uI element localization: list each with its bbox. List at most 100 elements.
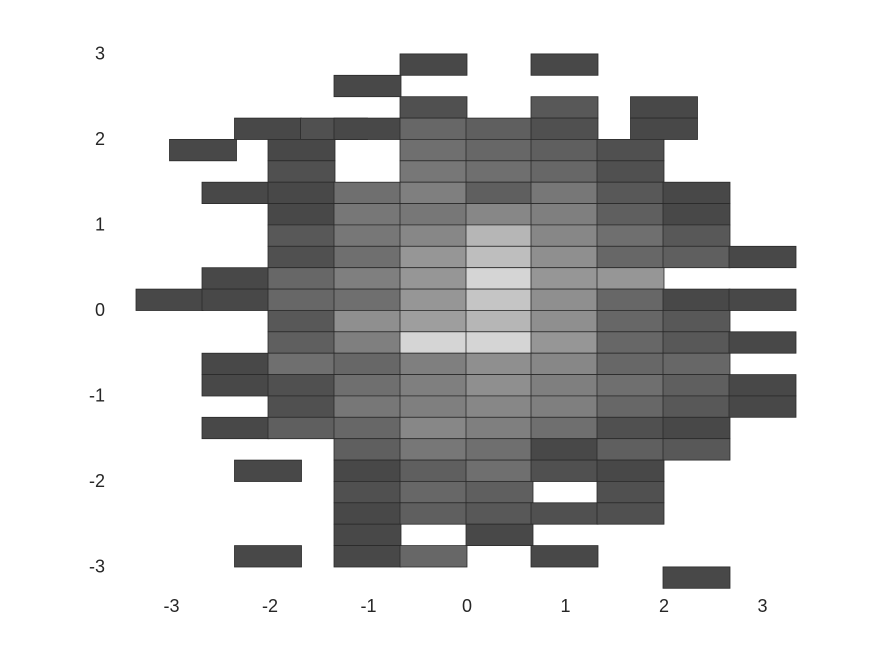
heatmap-cell	[399, 96, 468, 119]
heatmap-cell	[267, 203, 336, 226]
x-tick-label: 2	[659, 596, 669, 616]
heatmap-cell	[267, 395, 336, 418]
heatmap-cell	[399, 117, 468, 140]
x-tick-label: 3	[757, 596, 767, 616]
heatmap-cell	[267, 160, 336, 183]
heatmap-cell	[465, 138, 534, 162]
heatmap-cell	[530, 288, 599, 311]
y-tick-label: 1	[95, 215, 105, 235]
heatmap-cell	[596, 288, 665, 311]
heatmap-cell	[333, 203, 402, 226]
y-tick-label: 3	[95, 44, 105, 64]
heatmap-cell	[465, 245, 534, 269]
heatmap-cell	[465, 395, 534, 418]
heatmap-cell	[399, 245, 468, 269]
heatmap-cell	[662, 352, 731, 376]
heatmap-cell	[662, 374, 731, 397]
heatmap-cell	[662, 203, 731, 226]
heatmap-cell	[728, 374, 797, 397]
heatmap-cell	[465, 288, 534, 311]
heatmap-cell	[530, 309, 599, 333]
heatmap-cell	[399, 395, 468, 418]
heatmap-cell	[267, 416, 336, 440]
heatmap-cell	[333, 224, 402, 247]
x-tick-label: 1	[560, 596, 570, 616]
x-tick-label: -2	[262, 596, 278, 616]
heatmap-cell	[465, 224, 534, 247]
heatmap-cells	[135, 53, 797, 589]
heatmap-cell	[399, 459, 468, 482]
heatmap-cell	[530, 502, 599, 525]
heatmap-cell	[465, 523, 534, 547]
heatmap-cell	[399, 352, 468, 376]
heatmap-cell	[399, 203, 468, 226]
heatmap-cell	[662, 566, 731, 589]
heatmap-cell	[530, 395, 599, 418]
heatmap-cell	[530, 203, 599, 226]
heatmap-cell	[662, 288, 731, 311]
heatmap-cell	[596, 267, 665, 290]
heatmap-cell	[530, 416, 599, 440]
heatmap-cell	[267, 224, 336, 247]
heatmap-cell	[596, 480, 665, 504]
heatmap-cell	[530, 267, 599, 290]
heatmap-cell	[333, 309, 402, 333]
heatmap-cell	[267, 309, 336, 333]
heatmap-cell	[662, 245, 731, 269]
heatmap-cell	[728, 288, 797, 311]
heatmap-cell	[596, 309, 665, 333]
heatmap-cell	[596, 245, 665, 269]
heatmap-cell	[596, 374, 665, 397]
heatmap-cell	[530, 181, 599, 204]
heatmap-cell	[662, 181, 731, 204]
heatmap-cell	[596, 352, 665, 376]
heatmap-cell	[333, 459, 402, 482]
heatmap-cell	[662, 395, 731, 418]
heatmap-cell	[135, 288, 204, 311]
y-tick-label: 0	[95, 300, 105, 320]
heatmap-cell	[267, 288, 336, 311]
heatmap-cell	[399, 138, 468, 162]
heatmap-cell	[465, 117, 534, 140]
heatmap-cell	[596, 395, 665, 418]
heatmap-cell	[530, 245, 599, 269]
heatmap-cell	[728, 245, 797, 269]
heatmap-cell	[234, 545, 302, 568]
heatmap-cell	[662, 438, 731, 461]
heatmap-cell	[465, 160, 534, 183]
heatmap-cell	[234, 117, 302, 140]
heatmap-cell	[662, 309, 731, 333]
x-tick-labels: -3 -2 -1 0 1 2 3	[163, 596, 767, 616]
heatmap-cell	[201, 267, 270, 290]
heatmap-cell	[267, 181, 336, 204]
heatmap-cell	[169, 138, 237, 162]
y-tick-labels: 3 2 1 0 -1 -2 -3	[89, 44, 105, 577]
heatmap-cell	[399, 267, 468, 290]
heatmap-cell	[267, 331, 336, 354]
heatmap-cell	[201, 352, 270, 376]
heatmap-cell	[399, 416, 468, 440]
heatmap-cell	[465, 480, 534, 504]
heatmap-cell	[596, 181, 665, 204]
heatmap-cell	[596, 438, 665, 461]
heatmap-cell	[465, 203, 534, 226]
heatmap-cell	[267, 138, 336, 162]
heatmap-cell	[465, 502, 534, 525]
y-tick-label: -2	[89, 471, 105, 491]
heatmap-cell	[333, 331, 402, 354]
heatmap-cell	[596, 416, 665, 440]
heatmap-cell	[465, 459, 534, 482]
heatmap-cell	[465, 416, 534, 440]
heatmap-cell	[530, 374, 599, 397]
heatmap-cell	[596, 331, 665, 354]
heatmap-cell	[530, 352, 599, 376]
heatmap-cell	[596, 203, 665, 226]
heatmap-cell	[201, 416, 270, 440]
heatmap-cell	[267, 245, 336, 269]
heatmap-cell	[234, 459, 302, 482]
y-tick-label: -1	[89, 386, 105, 406]
y-tick-label: -3	[89, 557, 105, 577]
heatmap-cell	[399, 480, 468, 504]
heatmap-cell	[333, 374, 402, 397]
